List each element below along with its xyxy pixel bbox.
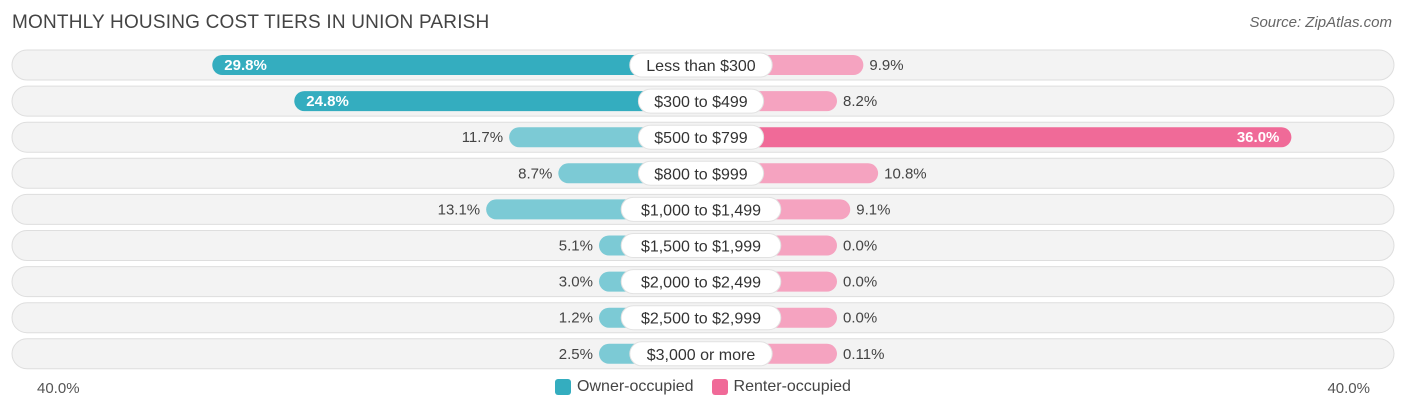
category-pill xyxy=(620,196,782,222)
category-pill xyxy=(629,52,773,78)
category-pill xyxy=(620,233,782,258)
chart-title: MONTHLY HOUSING COST TIERS IN UNION PARI… xyxy=(12,12,490,33)
category-label: $1,000 to $1,499 xyxy=(641,202,761,219)
legend-swatch-owner xyxy=(555,379,572,395)
value-label-owner: 5.1% xyxy=(559,238,593,255)
value-label-renter: 0.11% xyxy=(843,346,884,363)
value-label-owner: 13.1% xyxy=(438,201,481,218)
category-label: $2,500 to $2,999 xyxy=(641,311,761,328)
value-label-owner: 3.0% xyxy=(559,274,593,291)
bar-owner-occupied xyxy=(212,55,701,75)
source-label: Source: ZipAtlas.com xyxy=(1249,14,1392,31)
value-label-renter: 10.8% xyxy=(884,165,927,182)
bar-renter-occupied xyxy=(701,127,1292,148)
category-pill xyxy=(620,305,782,331)
category-label: Less than $300 xyxy=(646,58,756,75)
category-label: $800 to $999 xyxy=(654,166,748,183)
category-pill xyxy=(637,160,765,186)
bar-owner-occupied xyxy=(294,91,701,112)
category-label: $300 to $499 xyxy=(654,94,748,111)
value-label-owner: 8.7% xyxy=(518,165,552,182)
value-label-renter: 36.0% xyxy=(1237,129,1280,146)
value-label-owner: 24.8% xyxy=(306,93,349,110)
legend-swatch-renter xyxy=(711,379,728,395)
value-label-owner: 1.2% xyxy=(559,310,593,327)
value-label-owner: 2.5% xyxy=(559,346,593,363)
category-pill xyxy=(637,124,765,150)
value-label-renter: 0.0% xyxy=(843,238,877,255)
value-label-renter: 0.0% xyxy=(843,310,877,327)
value-label-owner: 29.8% xyxy=(224,57,267,74)
value-label-renter: 8.2% xyxy=(843,93,877,110)
diverging-bar-chart: 29.8% 9.9% Less than $300 24.8% 8.2% $300 to … xyxy=(11,49,1395,370)
value-label-renter: 9.1% xyxy=(856,201,890,218)
legend-item-owner: Owner-occupied xyxy=(555,378,694,396)
category-pill xyxy=(637,88,765,114)
legend: Owner-occupied Renter-occupied xyxy=(0,378,1406,396)
axis-left-label: 40.0% xyxy=(37,380,80,397)
value-label-renter: 0.0% xyxy=(843,274,877,291)
category-pill xyxy=(620,269,782,295)
legend-item-renter: Renter-occupied xyxy=(711,378,851,396)
category-label: $1,500 to $1,999 xyxy=(641,239,761,256)
axis-right-label: 40.0% xyxy=(1327,380,1370,397)
legend-label-renter: Renter-occupied xyxy=(733,378,851,395)
legend-label-owner: Owner-occupied xyxy=(577,378,694,395)
category-label: $500 to $799 xyxy=(654,130,748,147)
category-label: $2,000 to $2,499 xyxy=(641,275,761,292)
category-pill xyxy=(629,341,773,367)
category-label: $3,000 or more xyxy=(647,347,756,364)
value-label-owner: 11.7% xyxy=(462,129,503,146)
value-label-renter: 9.9% xyxy=(869,57,903,74)
